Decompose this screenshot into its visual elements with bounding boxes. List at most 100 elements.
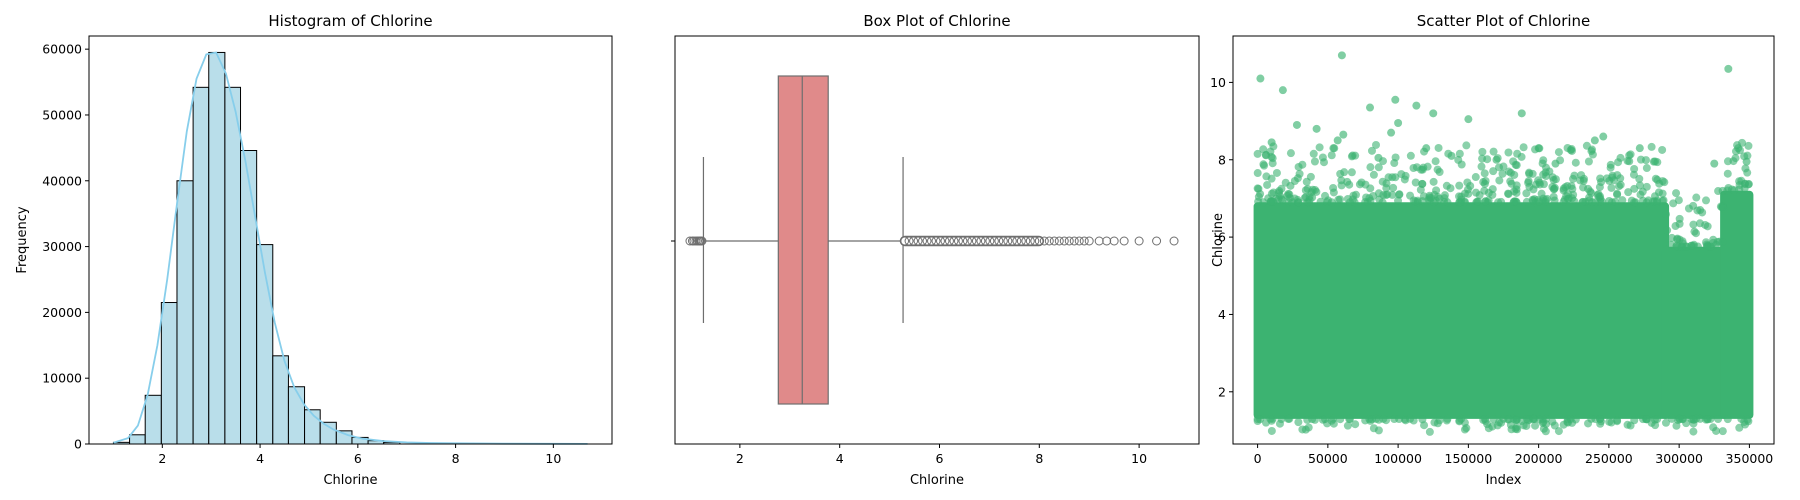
scatter-point xyxy=(1504,148,1513,157)
scatter-point xyxy=(1347,168,1356,177)
scatter-point xyxy=(1321,191,1330,200)
x-tick-label: 2 xyxy=(158,451,166,466)
x-tick-label: 200000 xyxy=(1515,451,1563,466)
kde-curve xyxy=(113,51,588,445)
scatter-point xyxy=(1473,197,1482,206)
scatter-point xyxy=(1510,170,1519,179)
outlier-point xyxy=(1003,236,1013,246)
scatter-point xyxy=(1517,109,1526,118)
scatter-point xyxy=(1367,146,1376,155)
outlier-point xyxy=(1102,236,1112,246)
scatter-point xyxy=(1671,222,1680,231)
scatter-point xyxy=(1661,210,1670,219)
outlier-point xyxy=(1034,236,1044,246)
scatter-point xyxy=(1698,208,1707,217)
outlier-point xyxy=(1007,236,1017,246)
scatter-point xyxy=(1492,155,1501,164)
x-tick-label: 10 xyxy=(545,451,561,466)
scatter-point xyxy=(1740,179,1749,188)
scatter-point xyxy=(1626,150,1635,159)
scatter-point xyxy=(1606,160,1615,169)
scatter-points-group xyxy=(1253,51,1754,436)
histogram-bar xyxy=(224,86,242,445)
x-tick-label: 4 xyxy=(836,451,844,466)
histogram-bar xyxy=(287,386,306,445)
outlier-point xyxy=(1016,236,1026,246)
scatter-point xyxy=(1304,423,1313,432)
scatter-point xyxy=(1584,419,1593,428)
scatter-point xyxy=(1471,173,1480,182)
scatter-point xyxy=(1327,416,1336,425)
scatter-point xyxy=(1531,421,1540,430)
scatter-point xyxy=(1253,169,1262,178)
scatter-point xyxy=(1434,143,1443,152)
scatter-point xyxy=(1635,144,1644,153)
scatter-point xyxy=(1254,192,1263,201)
histogram-bar xyxy=(192,86,210,445)
scatter-point xyxy=(1311,185,1320,194)
scatter-point xyxy=(1378,177,1387,186)
histogram-bar xyxy=(160,302,178,445)
outlier-point xyxy=(1030,236,1040,246)
scatter-point xyxy=(1361,180,1370,189)
scatter-point xyxy=(1719,204,1728,213)
x-tick-label: 6 xyxy=(354,451,362,466)
y-axis-label: Chlorine xyxy=(1211,213,1226,267)
scatter-point xyxy=(1433,192,1442,201)
scatter-point xyxy=(1577,171,1586,180)
scatter-point xyxy=(1387,128,1396,137)
scatter-point xyxy=(1495,176,1504,185)
scatter-point xyxy=(1595,183,1604,192)
scatter-point xyxy=(1724,64,1733,73)
scatter-point xyxy=(1442,416,1451,425)
outlier-point xyxy=(967,236,977,246)
scatter-point xyxy=(1318,153,1327,162)
scatter-point xyxy=(1481,177,1490,186)
axes-frame xyxy=(1232,35,1775,445)
scatter-point xyxy=(1554,427,1563,436)
scatter-point xyxy=(1582,141,1591,150)
scatter-point xyxy=(1596,414,1605,423)
scatter-point xyxy=(1312,124,1321,133)
scatter-point xyxy=(1374,153,1383,162)
scatter-point xyxy=(1294,162,1303,171)
scatter-point xyxy=(1256,74,1265,83)
outlier-point xyxy=(971,236,981,246)
scatter-point xyxy=(1406,151,1415,160)
scatter-point xyxy=(1644,196,1653,205)
scatter-point xyxy=(1658,145,1667,154)
scatter-point xyxy=(1597,197,1606,206)
scatter-point xyxy=(1343,421,1352,430)
y-tick-label: 6 xyxy=(1218,230,1226,245)
x-tick-label: 10 xyxy=(1131,451,1147,466)
scatter-point xyxy=(1369,424,1378,433)
scatter-point xyxy=(1667,414,1676,423)
scatter-point xyxy=(1440,194,1449,203)
scatter-point xyxy=(1550,196,1559,205)
scatter-point xyxy=(1263,180,1272,189)
scatter-point xyxy=(1277,415,1286,424)
scatter-point xyxy=(1549,185,1558,194)
scatter-point xyxy=(1422,144,1431,153)
scatter-point xyxy=(1522,197,1531,206)
scatter-point xyxy=(1626,421,1635,430)
scatter-point xyxy=(1684,204,1693,213)
scatter-point xyxy=(1463,178,1472,187)
scatter-point xyxy=(1253,416,1262,425)
dense-point-band xyxy=(1661,246,1729,419)
scatter-point xyxy=(1519,143,1528,152)
scatter-point xyxy=(1488,185,1497,194)
x-tick-label: 2 xyxy=(736,451,744,466)
scatter-point xyxy=(1397,170,1406,179)
scatter-point xyxy=(1590,136,1599,145)
x-tick-label: 8 xyxy=(1035,451,1043,466)
scatter-point xyxy=(1489,147,1498,156)
scatter-point xyxy=(1298,425,1307,434)
scatter-point xyxy=(1295,169,1304,178)
scatter-point xyxy=(1455,198,1464,207)
scatter-point xyxy=(1641,156,1650,165)
scatter-point xyxy=(1498,169,1507,178)
histogram-bar xyxy=(176,180,194,445)
outlier-point xyxy=(927,236,937,246)
scatter-point xyxy=(1480,414,1489,423)
